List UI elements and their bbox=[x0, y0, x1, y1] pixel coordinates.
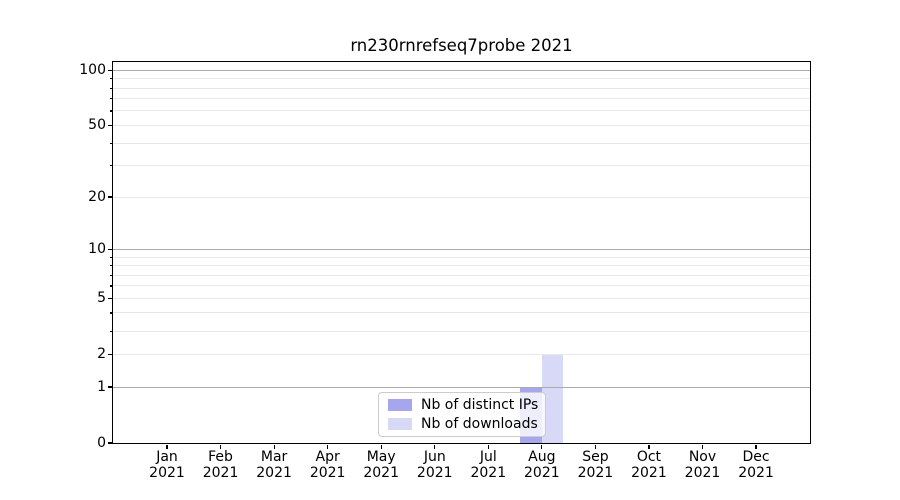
gridline-minor bbox=[113, 265, 810, 267]
gridline-minor bbox=[113, 98, 810, 100]
y-minor-tick bbox=[110, 312, 113, 314]
legend-swatch-downloads bbox=[388, 418, 412, 431]
y-minor-tick bbox=[110, 142, 113, 144]
gridline-minor bbox=[113, 274, 810, 276]
gridline-minor bbox=[113, 124, 810, 126]
legend-swatch-distinct-ips bbox=[388, 398, 412, 411]
x-tick bbox=[273, 444, 275, 449]
x-tick-label: Jun 2021 bbox=[416, 449, 453, 481]
x-tick bbox=[327, 444, 329, 449]
gridline-minor bbox=[113, 285, 810, 287]
x-tick bbox=[701, 444, 704, 449]
y-minor-tick bbox=[110, 87, 113, 89]
y-tick bbox=[108, 69, 113, 71]
y-minor-tick bbox=[110, 265, 113, 267]
y-tick bbox=[108, 297, 113, 299]
x-tick-label: Nov 2021 bbox=[684, 449, 721, 481]
gridline-minor bbox=[113, 297, 810, 299]
y-tick-label: 1 bbox=[97, 379, 106, 395]
legend-item-downloads: Nb of downloads bbox=[379, 416, 545, 432]
x-tick-label: Sep 2021 bbox=[577, 449, 614, 481]
x-tick-label: Aug 2021 bbox=[524, 449, 560, 481]
legend-item-distinct-ips: Nb of distinct IPs bbox=[379, 397, 545, 413]
gridline-minor bbox=[113, 196, 810, 198]
x-tick bbox=[219, 444, 222, 449]
x-tick bbox=[380, 444, 382, 449]
y-tick bbox=[108, 353, 113, 355]
x-tick-label: Apr 2021 bbox=[309, 449, 346, 481]
x-tick-label: Dec 2021 bbox=[738, 449, 774, 481]
gridline-minor bbox=[113, 256, 810, 258]
chart-title: rn230rnrefseq7probe 2021 bbox=[350, 36, 573, 55]
y-minor-tick bbox=[110, 285, 113, 287]
legend-label-downloads: Nb of downloads bbox=[421, 416, 538, 433]
gridline-minor bbox=[113, 353, 810, 355]
y-minor-tick bbox=[110, 98, 113, 100]
plot-area bbox=[112, 61, 811, 444]
gridline-minor bbox=[113, 330, 810, 332]
y-tick bbox=[108, 196, 113, 198]
x-tick bbox=[541, 444, 543, 449]
y-tick-label: 5 bbox=[97, 290, 106, 307]
y-tick-label: 50 bbox=[88, 117, 106, 134]
gridline-minor bbox=[113, 312, 810, 314]
y-tick-label: 10 bbox=[88, 241, 106, 258]
x-tick bbox=[755, 444, 757, 449]
gridline-major bbox=[113, 386, 810, 388]
x-tick-label: Oct 2021 bbox=[631, 449, 667, 481]
y-minor-tick bbox=[110, 78, 113, 80]
x-tick bbox=[434, 444, 436, 449]
gridline-major bbox=[113, 69, 810, 71]
gridline-minor bbox=[113, 87, 810, 89]
x-tick-label: Jul 2021 bbox=[470, 449, 507, 481]
y-tick bbox=[108, 248, 113, 250]
legend-label-distinct-ips: Nb of distinct IPs bbox=[421, 396, 539, 413]
gridline-major bbox=[113, 248, 810, 250]
y-tick bbox=[108, 124, 113, 126]
x-tick bbox=[594, 444, 596, 449]
x-tick bbox=[648, 444, 650, 449]
gridline-minor bbox=[113, 142, 810, 144]
x-tick bbox=[166, 444, 168, 449]
y-minor-tick bbox=[110, 165, 113, 167]
gridline-minor bbox=[113, 110, 810, 112]
y-minor-tick bbox=[110, 256, 113, 258]
x-tick-label: Jan 2021 bbox=[149, 449, 185, 481]
y-tick-label: 100 bbox=[79, 62, 106, 79]
x-tick bbox=[487, 444, 489, 449]
x-tick-label: May 2021 bbox=[363, 449, 399, 481]
legend: Nb of distinct IPs Nb of downloads bbox=[378, 392, 546, 437]
y-minor-tick bbox=[110, 274, 113, 276]
bar-nb-of-downloads-aug-2021 bbox=[541, 354, 564, 443]
gridline-minor bbox=[113, 78, 810, 80]
x-tick-label: Feb 2021 bbox=[202, 449, 239, 481]
gridline-minor bbox=[113, 165, 810, 167]
y-tick-label: 20 bbox=[88, 189, 106, 206]
y-tick bbox=[108, 386, 113, 388]
y-minor-tick bbox=[110, 110, 113, 112]
y-tick-label: 2 bbox=[97, 346, 106, 363]
x-tick-label: Mar 2021 bbox=[256, 449, 292, 481]
y-tick bbox=[108, 442, 113, 444]
y-minor-tick bbox=[110, 330, 113, 332]
y-tick-label: 0 bbox=[97, 435, 106, 451]
